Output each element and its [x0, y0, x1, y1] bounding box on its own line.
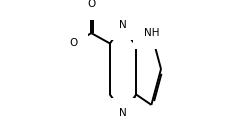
Text: O: O	[69, 39, 77, 48]
Text: N: N	[119, 20, 127, 30]
Text: NH: NH	[144, 28, 159, 38]
Text: N: N	[119, 108, 127, 118]
Text: O: O	[87, 0, 95, 9]
